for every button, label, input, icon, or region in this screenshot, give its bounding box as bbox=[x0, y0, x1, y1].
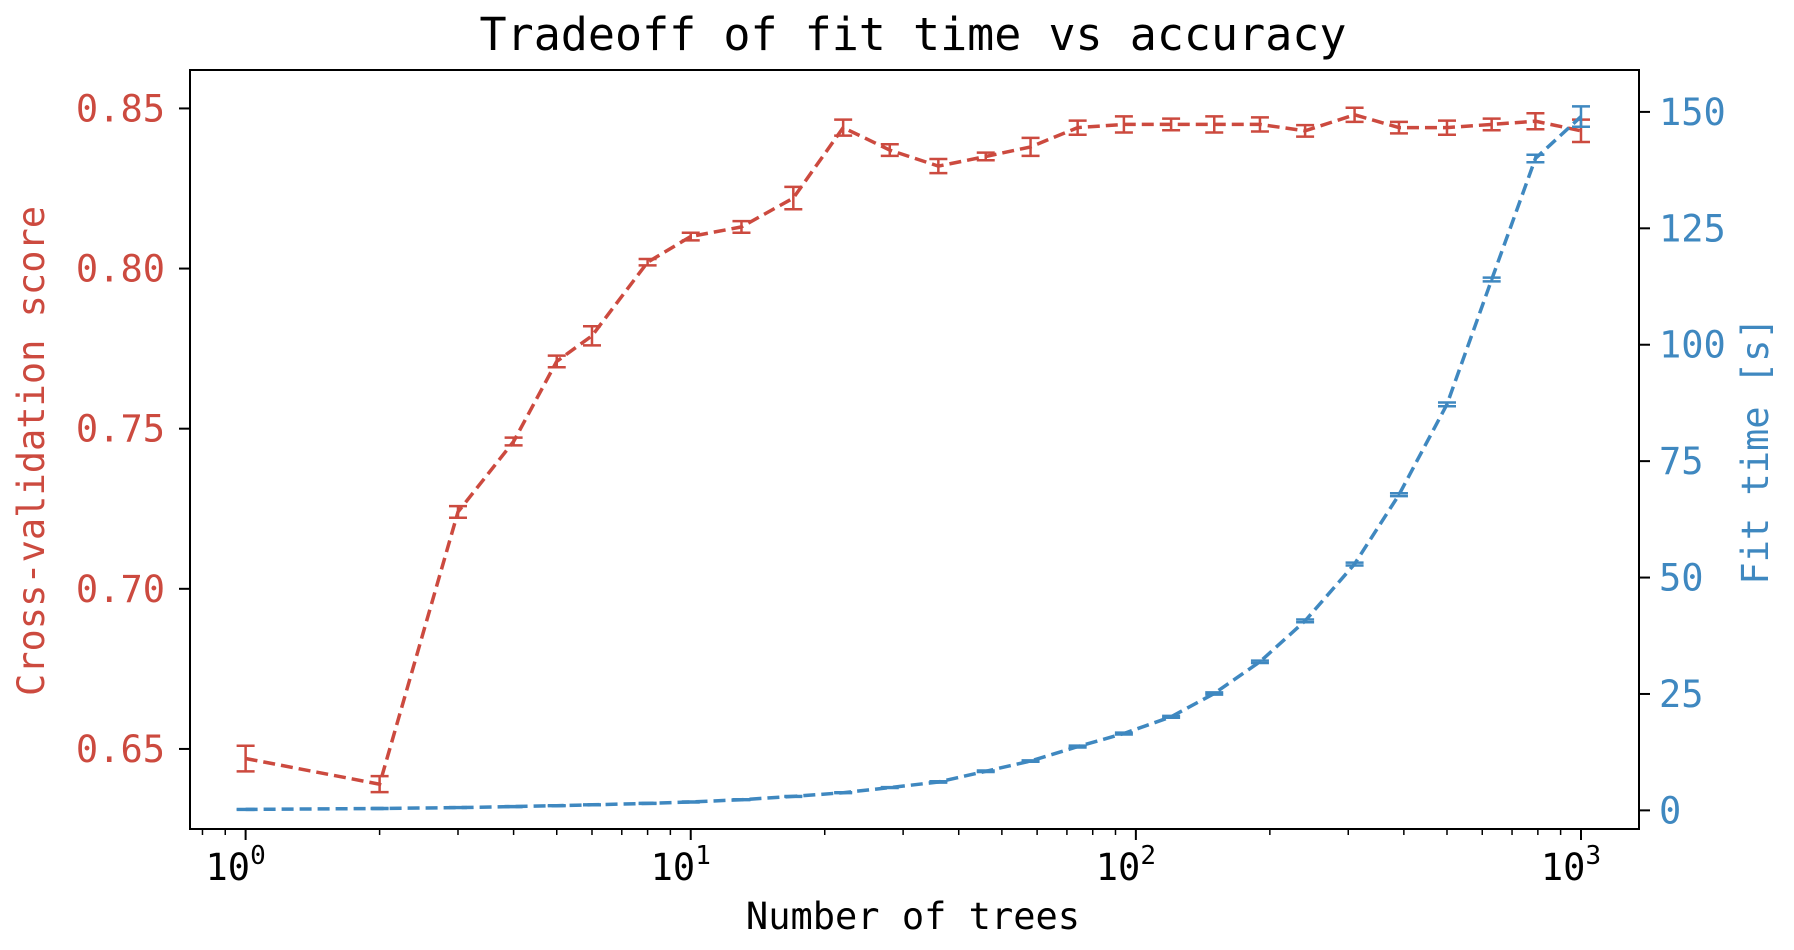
y-left-tick-label: 0.75 bbox=[76, 408, 165, 451]
error-bar bbox=[1482, 117, 1501, 132]
error-bar bbox=[448, 805, 467, 810]
error-bar bbox=[834, 118, 853, 137]
error-bar bbox=[1526, 153, 1545, 164]
error-bar bbox=[976, 769, 995, 774]
error-bar bbox=[582, 324, 601, 347]
error-bar bbox=[1437, 401, 1456, 408]
y-left-tick-label: 0.70 bbox=[76, 568, 165, 611]
x-tick-label: 102 bbox=[1096, 841, 1156, 889]
error-bar bbox=[1526, 111, 1545, 131]
error-bar bbox=[1389, 492, 1408, 498]
error-bar bbox=[1482, 276, 1501, 283]
error-bar bbox=[638, 801, 657, 806]
error-bar bbox=[976, 151, 995, 162]
error-bar bbox=[880, 143, 899, 158]
error-bar bbox=[638, 257, 657, 267]
plot-marks bbox=[236, 105, 1590, 812]
error-bar bbox=[1437, 119, 1456, 136]
error-bar bbox=[1205, 691, 1224, 696]
y-right-tick-label: 150 bbox=[1659, 91, 1726, 134]
error-bar bbox=[1162, 714, 1181, 719]
error-bar bbox=[236, 744, 255, 773]
error-bar bbox=[504, 804, 523, 809]
error-bar bbox=[681, 231, 700, 242]
error-bar bbox=[370, 774, 389, 794]
error-bar bbox=[1114, 731, 1133, 736]
y-right-tick-label: 25 bbox=[1659, 673, 1704, 716]
error-bar bbox=[504, 436, 523, 447]
error-bar bbox=[681, 800, 700, 804]
error-bar bbox=[1296, 618, 1315, 624]
error-bar bbox=[1296, 123, 1315, 138]
x-axis-label: Number of trees bbox=[746, 895, 1080, 938]
error-bar bbox=[236, 807, 255, 812]
y-right-tick-label: 75 bbox=[1659, 440, 1704, 483]
chart-title: Tradeoff of fit time vs accuracy bbox=[480, 8, 1347, 61]
error-bar bbox=[448, 504, 467, 519]
error-bar bbox=[784, 185, 803, 211]
plot-frame bbox=[189, 69, 1640, 830]
y-right-tick-label: 100 bbox=[1659, 324, 1726, 367]
error-bar bbox=[1021, 759, 1040, 763]
error-bar bbox=[1345, 561, 1364, 567]
error-bar bbox=[880, 785, 899, 790]
error-bar bbox=[929, 780, 948, 784]
y-left-axis-label: Cross-validation score bbox=[10, 206, 53, 696]
y-right-axis-label: Fit time [s] bbox=[1734, 317, 1777, 584]
error-bar bbox=[732, 797, 751, 802]
error-bar bbox=[547, 354, 566, 369]
error-bar bbox=[1162, 117, 1181, 132]
error-bar bbox=[1345, 106, 1364, 124]
score-series bbox=[236, 106, 1590, 794]
error-bar bbox=[1068, 119, 1087, 136]
error-bar bbox=[1571, 105, 1590, 129]
error-bar bbox=[1068, 744, 1087, 749]
error-bar bbox=[1389, 120, 1408, 135]
error-bar bbox=[1250, 116, 1269, 133]
x-tick-label: 103 bbox=[1541, 841, 1601, 889]
fit-time-series bbox=[236, 105, 1590, 812]
error-bar bbox=[1250, 659, 1269, 665]
error-bar bbox=[370, 806, 389, 811]
error-bar bbox=[1205, 115, 1224, 134]
y-right-tick-label: 125 bbox=[1659, 207, 1726, 250]
error-bar bbox=[784, 794, 803, 799]
y-left-tick-label: 0.80 bbox=[76, 248, 165, 291]
y-right-tick-label: 0 bbox=[1659, 789, 1681, 832]
x-tick-label: 101 bbox=[651, 841, 711, 889]
error-bar bbox=[582, 803, 601, 807]
error-bar bbox=[834, 790, 853, 795]
y-left-tick-label: 0.85 bbox=[76, 87, 165, 130]
axes: 100 101 102 103 0.65 0.70 0.75 0.80 0.85 0 25 50 75 1… bbox=[76, 87, 1726, 889]
y-right-tick-label: 50 bbox=[1659, 557, 1704, 600]
error-bar bbox=[929, 157, 948, 175]
error-bar bbox=[1114, 115, 1133, 134]
x-tick-label: 100 bbox=[206, 841, 266, 889]
error-bar bbox=[547, 804, 566, 808]
y-left-tick-label: 0.65 bbox=[76, 728, 165, 771]
error-bar bbox=[732, 219, 751, 234]
error-bar bbox=[1021, 136, 1040, 158]
